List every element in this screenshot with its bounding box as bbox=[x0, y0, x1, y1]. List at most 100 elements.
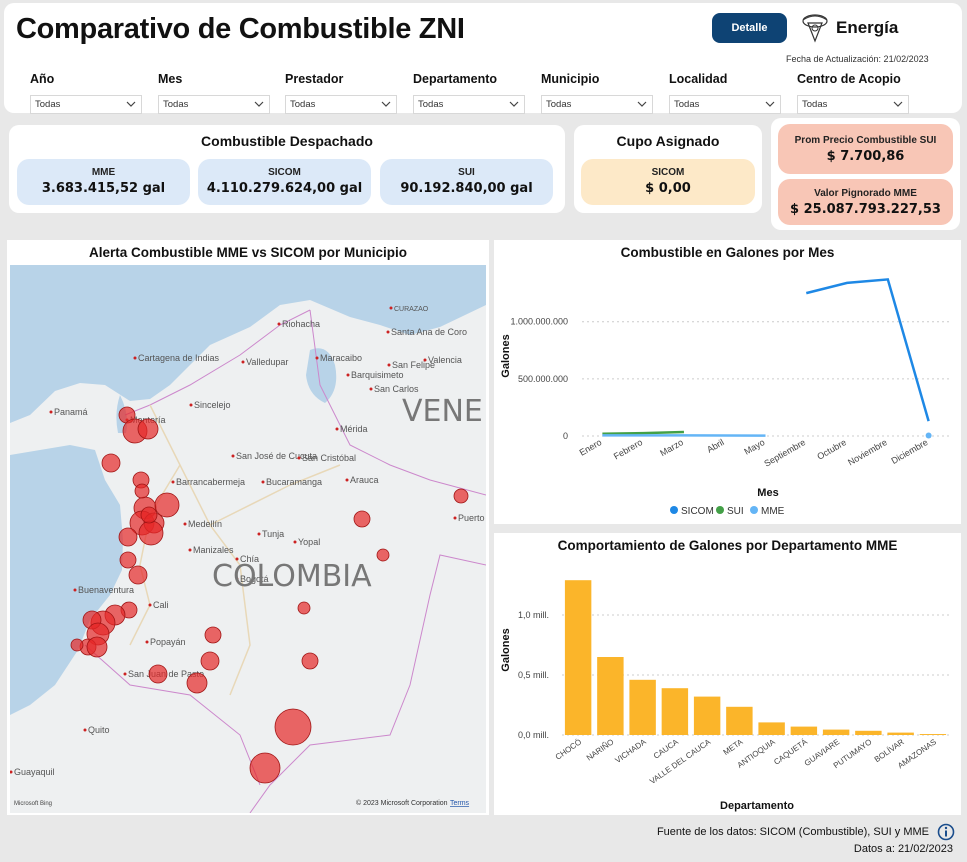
line-point-mme[interactable] bbox=[925, 432, 932, 439]
line-series-sicom[interactable] bbox=[805, 278, 930, 422]
filter-dropdown[interactable]: Todas bbox=[797, 95, 909, 114]
bar-ytick-label: 1,0 mill. bbox=[518, 610, 549, 620]
map-alert-bubble[interactable] bbox=[70, 638, 84, 652]
filter-6: Centro de Acopio Todas bbox=[797, 72, 909, 114]
bar-6[interactable] bbox=[758, 722, 785, 735]
map-canvas[interactable]: Riohacha Santa Ana de Coro CURAZAO Cartagen… bbox=[10, 265, 486, 813]
line-chart: 0 500.000.000 1.000.000.000 Enero Febrero Mar… bbox=[500, 278, 949, 517]
map-place-label: Manizales bbox=[193, 545, 234, 555]
bar-2[interactable] bbox=[629, 679, 656, 735]
map-terms-link[interactable]: Terms bbox=[450, 800, 470, 807]
map-alert-bubble[interactable] bbox=[154, 492, 180, 518]
bar-chart-panel: Comportamiento de Galones por Departamen… bbox=[494, 533, 961, 815]
bar-5[interactable] bbox=[726, 706, 753, 735]
caribbean-sea bbox=[10, 265, 486, 423]
map-place-label: Tunja bbox=[262, 529, 284, 539]
map-place-dot bbox=[277, 322, 281, 326]
filter-dropdown[interactable]: Todas bbox=[285, 95, 397, 114]
info-icon[interactable] bbox=[937, 823, 955, 841]
map-alert-bubble[interactable] bbox=[134, 483, 150, 499]
map-alert-bubble[interactable] bbox=[376, 548, 390, 562]
bar-xtick-label: META bbox=[722, 737, 745, 757]
filter-value: Todas bbox=[290, 99, 316, 110]
map-alert-bubble[interactable] bbox=[137, 418, 159, 440]
map-alert-bubble[interactable] bbox=[128, 565, 148, 585]
filter-value: Todas bbox=[802, 99, 828, 110]
filter-value: Todas bbox=[674, 99, 700, 110]
filter-dropdown[interactable]: Todas bbox=[30, 95, 142, 114]
filter-value: Todas bbox=[418, 99, 444, 110]
map-place-label: Medellín bbox=[188, 519, 222, 529]
chevron-down-icon bbox=[381, 101, 391, 107]
map-place-dot bbox=[453, 516, 457, 520]
filter-dropdown[interactable]: Todas bbox=[541, 95, 653, 114]
map-place-label: Valledupar bbox=[246, 357, 288, 367]
line-xtick-label: Septiembre bbox=[762, 437, 807, 469]
bar-4[interactable] bbox=[693, 696, 721, 735]
map-alert-bubble[interactable] bbox=[140, 506, 158, 524]
map-alert-bubble[interactable] bbox=[353, 510, 371, 528]
bar-1[interactable] bbox=[597, 657, 624, 735]
map-alert-bubble[interactable] bbox=[274, 708, 312, 746]
coat-of-arms-icon bbox=[802, 14, 828, 43]
filter-label: Municipio bbox=[541, 72, 600, 86]
map-alert-bubble[interactable] bbox=[249, 752, 281, 784]
legend-label-sicom[interactable]: SICOM bbox=[681, 506, 714, 517]
filter-5: Localidad Todas bbox=[669, 72, 781, 114]
map-alert-bubble[interactable] bbox=[297, 601, 311, 615]
bar-3[interactable] bbox=[661, 688, 689, 735]
kpi-pignorado: Valor Pignorado MME $ 25.087.793.227,53 bbox=[778, 179, 953, 225]
map-alert-bubble[interactable] bbox=[186, 672, 208, 694]
bar-9[interactable] bbox=[855, 730, 882, 735]
map-place-dot bbox=[231, 454, 235, 458]
map-place-label: Yopal bbox=[298, 537, 320, 547]
bar-11[interactable] bbox=[919, 734, 947, 735]
bar-8[interactable] bbox=[822, 729, 850, 735]
map-alert-bubble[interactable] bbox=[453, 488, 469, 504]
bar-10[interactable] bbox=[887, 732, 914, 735]
map-place-dot bbox=[188, 548, 192, 552]
legend-label-mme[interactable]: MME bbox=[761, 506, 785, 517]
cupo-panel: Cupo Asignado SICOM $ 0,00 bbox=[574, 125, 762, 213]
footer-source: Fuente de los datos: SICOM (Combustible)… bbox=[656, 826, 929, 838]
map-alert-bubble[interactable] bbox=[119, 551, 137, 569]
map-alert-bubble[interactable] bbox=[101, 453, 121, 473]
map-place-dot bbox=[297, 456, 301, 460]
filter-dropdown[interactable]: Todas bbox=[158, 95, 270, 114]
map-place-dot bbox=[235, 557, 239, 561]
bar-7[interactable] bbox=[790, 726, 818, 735]
detail-button[interactable]: Detalle bbox=[712, 13, 787, 43]
kpi-mme-value: 3.683.415,52 gal bbox=[41, 181, 166, 196]
map-place-dot bbox=[145, 640, 149, 644]
map-alert-bubble[interactable] bbox=[148, 664, 168, 684]
map-alert-bubble[interactable] bbox=[118, 527, 138, 547]
bar-xtick-label: CAUCA bbox=[652, 737, 681, 761]
filter-dropdown[interactable]: Todas bbox=[669, 95, 781, 114]
kpi-sicom: SICOM 4.110.279.624,00 gal bbox=[198, 159, 371, 205]
filter-dropdown[interactable]: Todas bbox=[413, 95, 525, 114]
map-place-dot bbox=[235, 577, 239, 581]
bar-xtick-label: CHOCÓ bbox=[554, 737, 584, 761]
bar-0[interactable] bbox=[564, 580, 592, 735]
map-place-label: Panamá bbox=[54, 407, 88, 417]
line-xlabel: Mes bbox=[757, 487, 778, 499]
bar-ytick-label: 0,0 mill. bbox=[518, 730, 549, 740]
line-series-sui[interactable] bbox=[602, 430, 684, 435]
kpi-sui-label: SUI bbox=[458, 167, 475, 178]
map-place-label: Sincelejo bbox=[194, 400, 231, 410]
kpi-mme-label: MME bbox=[91, 167, 116, 178]
map-place-label: CURAZAO bbox=[394, 306, 429, 313]
cupo-title: Cupo Asignado bbox=[616, 133, 720, 149]
map-alert-bubble[interactable] bbox=[204, 626, 222, 644]
map-alert-bubble[interactable] bbox=[200, 651, 220, 671]
precio-panel: Prom Precio Combustible SUI $ 7.700,86 V… bbox=[771, 118, 960, 230]
filter-label: Centro de Acopio bbox=[797, 72, 901, 86]
kpi-mme: MME 3.683.415,52 gal bbox=[17, 159, 190, 205]
map-alert-bubble[interactable] bbox=[138, 520, 164, 546]
line-ylabel: Galones bbox=[500, 334, 512, 377]
map-alert-bubble[interactable] bbox=[301, 652, 319, 670]
map-alert-bubble[interactable] bbox=[86, 636, 108, 658]
pacific-ocean bbox=[10, 445, 123, 715]
map-place-label: Guayaquil bbox=[14, 767, 55, 777]
legend-label-sui[interactable]: SUI bbox=[727, 506, 744, 517]
